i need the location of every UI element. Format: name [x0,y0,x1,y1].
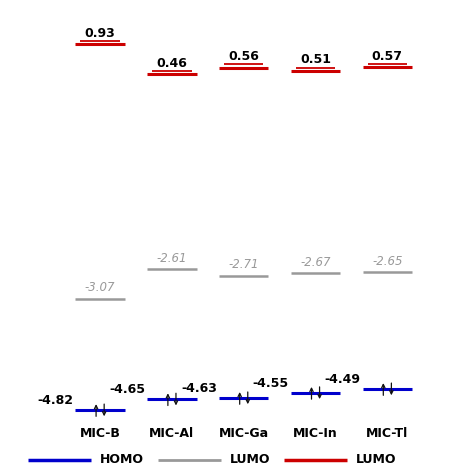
Text: HOMO: HOMO [100,453,144,466]
Text: -2.67: -2.67 [301,256,331,269]
Text: 0.51: 0.51 [300,54,331,66]
Text: -4.82: -4.82 [37,394,73,407]
Text: LUMO: LUMO [230,453,271,466]
Text: -4.63: -4.63 [181,382,217,395]
Text: 0.46: 0.46 [156,56,187,70]
Text: MIC-Al: MIC-Al [149,427,194,440]
Text: -4.49: -4.49 [324,373,360,386]
Text: MIC-In: MIC-In [293,427,338,440]
Text: LUMO: LUMO [356,453,396,466]
Text: -4.55: -4.55 [253,377,289,390]
Text: 0.93: 0.93 [85,27,116,40]
Text: MIC-Ga: MIC-Ga [219,427,269,440]
Text: 0.56: 0.56 [228,50,259,63]
Text: 0.57: 0.57 [372,49,403,63]
Text: -3.07: -3.07 [85,281,115,294]
Text: -4.65: -4.65 [109,383,145,396]
Text: -2.71: -2.71 [228,258,259,272]
Text: -2.65: -2.65 [372,255,402,267]
Text: -2.61: -2.61 [157,252,187,265]
Text: MIC-B: MIC-B [80,427,120,440]
Text: MIC-Tl: MIC-Tl [366,427,409,440]
